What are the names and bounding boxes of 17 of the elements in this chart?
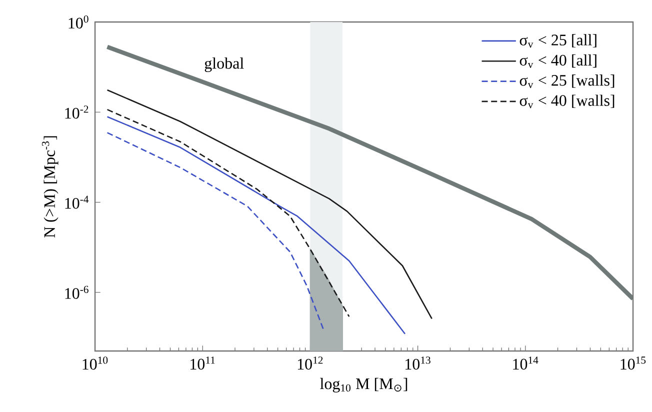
legend-label: σ$_{v}$ < 25 [walls] [520, 74, 614, 88]
x-axis-title: log$_{10}$ M [M$_{⊙}$] [320, 378, 408, 392]
y-tick-label: 10$^{-2}$ [65, 106, 88, 119]
legend-label: σ$_{v}$ < 40 [all] [520, 54, 596, 68]
annotation: global [204, 57, 244, 72]
x-tick-label: 10$^{13}$ [406, 356, 430, 370]
y-axis-title: N (>M) [Mpc$^{-3}$] [42, 136, 58, 238]
y-tick-label: 10$^{0}$ [68, 15, 88, 29]
x-tick-label: 10$^{12}$ [298, 356, 323, 370]
y-tick-label: 10$^{-4}$ [65, 196, 89, 209]
x-tick-label: 10$^{11}$ [190, 356, 215, 370]
x-tick-label: 10$^{14}$ [513, 356, 538, 370]
y-tick-label: 10$^{-6}$ [65, 286, 88, 299]
x-tick-label: 10$^{10}$ [82, 356, 108, 370]
x-tick-label: 10$^{15}$ [620, 356, 646, 370]
legend-label: σ$_{v}$ < 40 [walls] [520, 94, 614, 108]
legend-label: σ$_{v}$ < 25 [all] [520, 34, 596, 48]
